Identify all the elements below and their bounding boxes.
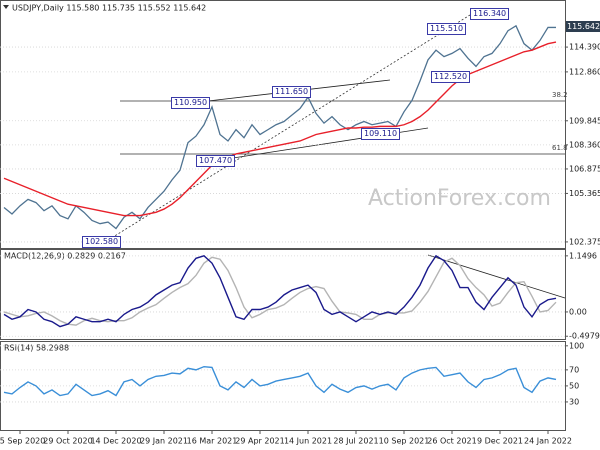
y-tick-label: 1.1496 [569,251,597,260]
x-tick-label: 14 Jun 2021 [284,437,332,446]
y-tick-label: -0.4979 [569,332,600,341]
last-price-label: 115.642 [566,21,600,32]
x-tick-label: 14 Dec 2020 [90,437,141,446]
y-tick-label: 30 [569,397,579,406]
x-tick-label: 9 Dec 2021 [477,437,523,446]
macd-frame [0,249,566,340]
price-title: USDJPY,Daily 115.580 115.735 115.552 115… [12,4,206,13]
x-tick-label: 15 Sep 2020 [0,437,45,446]
price-annotation: 111.650 [272,86,312,98]
price-annotation: 102.580 [82,236,122,248]
y-tick-label: 0.00 [569,307,587,316]
x-tick-label: 29 Oct 2020 [43,437,92,446]
y-tick-label: 106.875 [569,164,600,173]
y-tick-label: 100 [569,341,584,350]
watermark: ActionForex.com [368,186,551,211]
price-annotation: 109.110 [361,128,401,140]
price-annotation: 107.470 [196,155,236,167]
price-annotation: 115.510 [427,23,467,35]
menu-icon[interactable] [3,5,9,9]
x-tick-label: 29 Apr 2021 [235,437,284,446]
y-tick-label: 102.375 [569,237,600,246]
y-tick-label: 50 [569,381,579,390]
macd-title: MACD(12,26,9) 0.2829 0.2167 [4,252,126,261]
y-tick-label: 114.390 [569,43,600,52]
x-tick-label: 26 Oct 2021 [427,437,476,446]
x-tick-label: 24 Jan 2022 [524,437,572,446]
price-annotation: 112.520 [431,71,471,83]
y-tick-label: 70 [569,365,579,374]
y-tick-label: 108.360 [569,140,600,149]
y-tick-label: 112.860 [569,67,600,76]
price-frame [0,0,566,249]
series-line [3,365,557,397]
fib-label: 61.8 [552,144,568,152]
rsi-title: RSI(14) 58.2988 [4,344,69,353]
fib-label: 38.2 [552,91,568,99]
x-tick-label: 16 Mar 2021 [187,437,238,446]
x-tick-label: 29 Jan 2021 [140,437,188,446]
macd-trend-line [427,254,566,299]
series-line [3,24,556,230]
x-tick-label: 10 Sep 2021 [379,437,430,446]
series-line [3,254,557,328]
y-tick-label: 109.845 [569,116,600,125]
series-line [3,256,557,326]
price-annotation: 116.340 [470,8,510,20]
y-tick-label: 105.365 [569,189,600,198]
price-annotation: 110.950 [171,97,211,109]
x-tick-label: 28 Jul 2021 [333,437,378,446]
